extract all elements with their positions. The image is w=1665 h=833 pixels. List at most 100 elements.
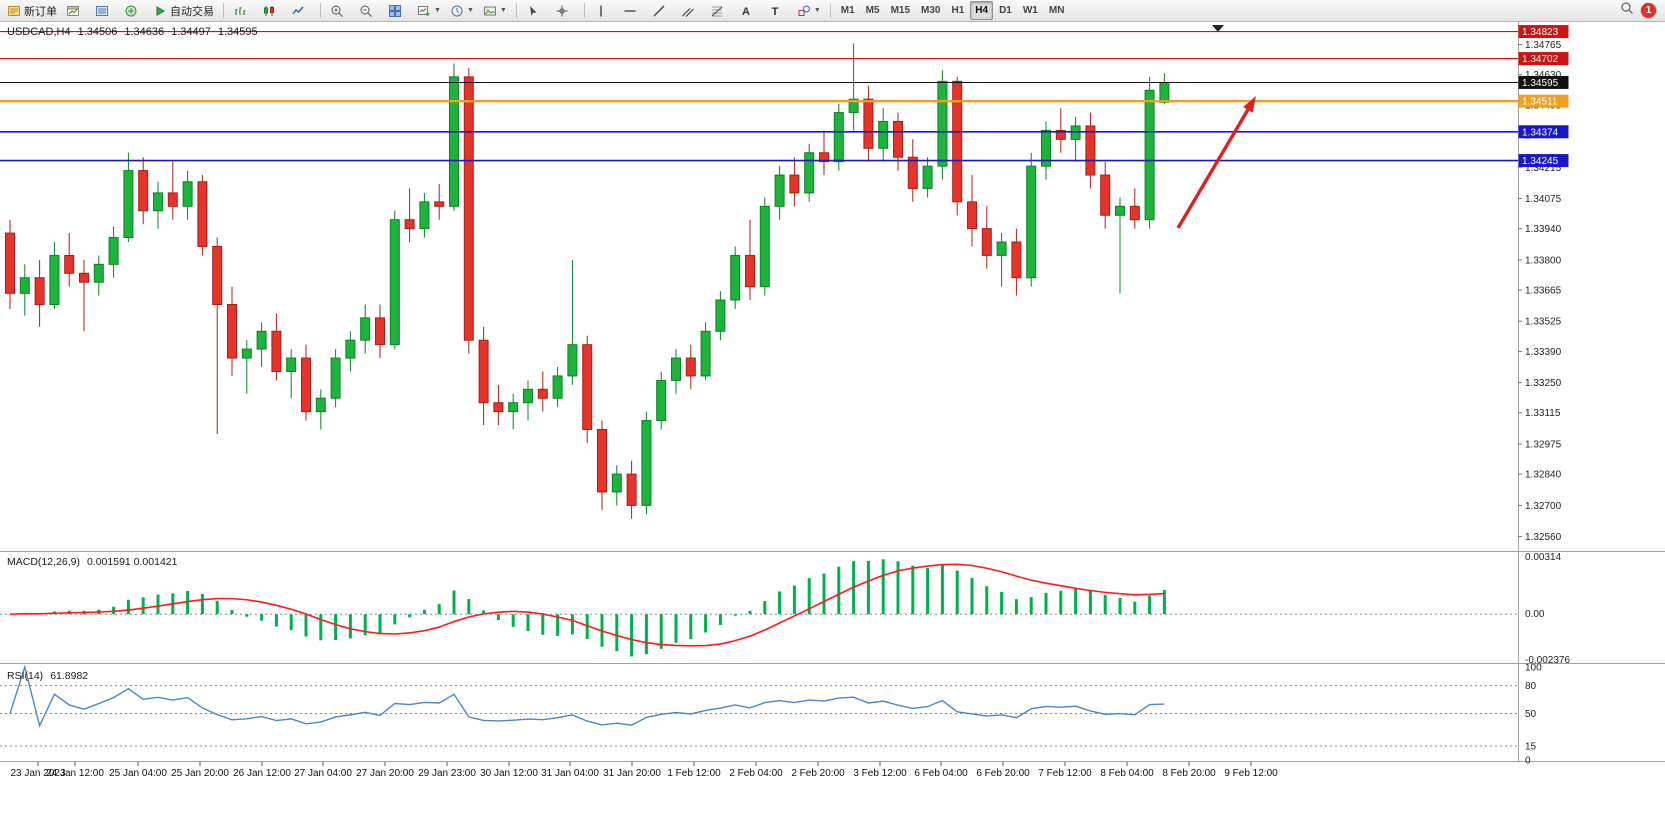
price-axis[interactable]: 1.347651.346301.344951.343601.342151.340… [1518, 25, 1569, 543]
search-icon[interactable] [1620, 1, 1634, 20]
time-axis-label: 6 Feb 20:00 [976, 768, 1030, 779]
time-axis-label: 2 Feb 04:00 [729, 768, 783, 779]
price-tick-label: 1.33390 [1525, 347, 1562, 358]
crosshair-icon [555, 4, 569, 18]
toolbar-templates-button[interactable]: ▼ [479, 0, 511, 21]
toolbar-shapes-button[interactable]: ▼ [793, 0, 825, 21]
toolbar-autotrade-button[interactable]: 自动交易 [149, 0, 218, 21]
zoom-in-icon [330, 4, 344, 18]
toolbar-line-chart-button[interactable] [287, 0, 315, 21]
toolbar-navigator-button[interactable] [120, 0, 148, 21]
horizontal-lines[interactable] [0, 30, 1518, 162]
macd-panel: 0.00314 0.00 -0.002376 [0, 552, 1570, 666]
price-tick-label: 1.33940 [1525, 224, 1562, 235]
toolbar-new-order-button[interactable]: 新订单 [3, 0, 61, 21]
price-badge-text: 1.34374 [1522, 127, 1559, 138]
macd-axis-label: -0.002376 [1525, 655, 1570, 666]
toolbar-market-watch-button[interactable] [91, 0, 119, 21]
toolbar-periods-button[interactable]: ▼ [446, 0, 478, 21]
zoom-out-icon [359, 4, 373, 18]
toolbar-crosshair-button[interactable] [551, 0, 579, 21]
time-axis-label: 24 Jan 12:00 [46, 768, 104, 779]
price-tick-label: 1.33665 [1525, 286, 1562, 297]
candlesticks [5, 43, 1170, 519]
scroll-to-end-marker[interactable] [1212, 25, 1224, 32]
timeframe-m15-button[interactable]: M15 [890, 5, 911, 16]
toolbar-right-group: 1 [1620, 1, 1665, 20]
new-order-icon [7, 4, 21, 18]
cursor-icon [526, 4, 540, 18]
price-tick-label: 1.33800 [1525, 255, 1562, 266]
navigator-icon [124, 4, 138, 18]
price-badge-1.34245 [1518, 154, 1569, 168]
candles-chart-icon [262, 4, 276, 18]
timeframe-w1-button[interactable]: W1 [1022, 5, 1038, 16]
timeframe-m30-button[interactable]: M30 [921, 5, 941, 16]
rsi-line [9, 664, 1165, 728]
toolbar-text-button[interactable]: A [735, 0, 763, 21]
trend-arrow-annotation[interactable] [1176, 96, 1256, 229]
timeframe-mn-button[interactable]: MN [1048, 5, 1065, 16]
time-axis-label: 8 Feb 20:00 [1162, 768, 1216, 779]
price-badge-1.34702 [1518, 52, 1569, 66]
rsi-axis-label: 0 [1525, 756, 1531, 767]
line-chart-icon [291, 4, 305, 18]
toolbar-chart-window-button[interactable] [62, 0, 90, 21]
price-badge-1.34823 [1518, 25, 1569, 39]
price-tick-label: 1.32840 [1525, 470, 1562, 481]
chevron-down-icon: ▼ [499, 7, 507, 14]
price-tick-label: 1.33250 [1525, 378, 1562, 389]
time-axis-label: 31 Jan 04:00 [541, 768, 599, 779]
time-axis-label: 7 Feb 12:00 [1038, 768, 1092, 779]
toolbar-fibonacci-button[interactable] [706, 0, 734, 21]
rsi-panel: 100 80 50 15 0 [0, 663, 1542, 767]
chart-area[interactable]: 1.347651.346301.344951.343601.342151.340… [0, 22, 1665, 833]
toolbar-separator [583, 3, 585, 18]
label-icon: T [768, 4, 782, 18]
svg-text:T: T [771, 6, 778, 18]
price-tick-label: 1.32975 [1525, 439, 1562, 450]
toolbar-channel-button[interactable] [677, 0, 705, 21]
rsi-axis-label: 100 [1525, 663, 1542, 674]
time-axis-label: 8 Feb 04:00 [1100, 768, 1154, 779]
price-badge-text: 1.34702 [1522, 54, 1559, 65]
time-axis-label: 27 Jan 04:00 [294, 768, 352, 779]
price-tick-label: 1.33115 [1525, 408, 1561, 419]
time-axis-label: 2 Feb 20:00 [791, 768, 845, 779]
toolbar-hline-button[interactable] [619, 0, 647, 21]
autotrade-icon [153, 4, 167, 18]
shapes-icon [797, 4, 811, 18]
toolbar-trendline-button[interactable] [648, 0, 676, 21]
toolbar: 新订单 自动交易 ▼ ▼ ▼ A T ▼ M1 M5 M15 M30 H1 H4 D1 W1 MN 1 [0, 0, 1665, 22]
toolbar-label-button[interactable]: T [764, 0, 792, 21]
price-badge-1.34511 [1518, 94, 1569, 108]
rsi-axis-label: 80 [1525, 681, 1537, 692]
timeframe-h1-button[interactable]: H1 [951, 5, 965, 16]
price-chart-canvas[interactable]: 1.347651.346301.344951.343601.342151.340… [0, 22, 1665, 833]
notification-badge[interactable]: 1 [1641, 3, 1656, 18]
timeframe-h4-button[interactable]: H4 [970, 1, 994, 20]
time-axis-label: 23 Jan 2023 [10, 768, 65, 779]
timeframe-d1-button[interactable]: D1 [999, 5, 1012, 16]
templates-icon [483, 4, 497, 18]
macd-signal-line [9, 563, 1165, 647]
toolbar-new-chart-button[interactable]: ▼ [413, 0, 445, 21]
timeframe-m1-button[interactable]: M1 [840, 5, 855, 16]
toolbar-zoom-in-button[interactable] [326, 0, 354, 21]
tile-windows-icon [388, 4, 402, 18]
toolbar-bars-chart-button[interactable] [229, 0, 257, 21]
toolbar-zoom-out-button[interactable] [355, 0, 383, 21]
time-axis-label: 25 Jan 20:00 [171, 768, 229, 779]
trendline-icon [652, 4, 666, 18]
toolbar-tile-windows-button[interactable] [384, 0, 412, 21]
timeframe-m5-button[interactable]: M5 [865, 5, 880, 16]
toolbar-vline-button[interactable] [590, 0, 618, 21]
text-icon: A [739, 4, 753, 18]
time-axis-label: 3 Feb 12:00 [853, 768, 907, 779]
toolbar-candles-chart-button[interactable] [258, 0, 286, 21]
toolbar-cursor-button[interactable] [522, 0, 550, 21]
new-chart-icon [417, 4, 431, 18]
time-axis-label: 30 Jan 12:00 [480, 768, 538, 779]
toolbar-separator [320, 3, 321, 18]
